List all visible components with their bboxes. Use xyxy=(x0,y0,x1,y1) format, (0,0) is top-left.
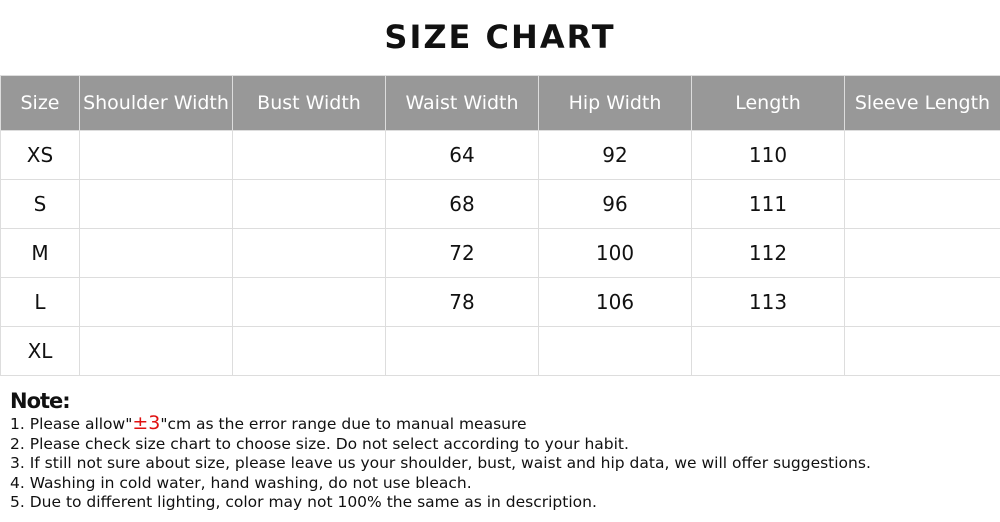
note-item: 4. Washing in cold water, hand washing, … xyxy=(10,473,472,492)
table-cell xyxy=(844,179,1000,229)
table-cell: XS xyxy=(0,130,80,180)
table-row: M 72 100 112 xyxy=(0,228,1000,278)
column-header: Sleeve Length xyxy=(844,75,1000,131)
table-cell: M xyxy=(0,228,80,278)
table-cell: 112 xyxy=(691,228,845,278)
column-header: Shoulder Width xyxy=(79,75,233,131)
note-item: 2. Please check size chart to choose siz… xyxy=(10,434,629,453)
table-cell xyxy=(538,326,692,376)
table-cell: S xyxy=(0,179,80,229)
table-cell: 106 xyxy=(538,277,692,327)
table-cell: 68 xyxy=(385,179,539,229)
table-cell: 92 xyxy=(538,130,692,180)
table-cell xyxy=(844,130,1000,180)
table-cell: 96 xyxy=(538,179,692,229)
table-row: L 78 106 113 xyxy=(0,277,1000,327)
table-cell xyxy=(844,326,1000,376)
column-header: Size xyxy=(0,75,80,131)
table-cell xyxy=(691,326,845,376)
table-cell xyxy=(79,228,233,278)
table-cell: 100 xyxy=(538,228,692,278)
table-cell xyxy=(79,277,233,327)
table-cell: 78 xyxy=(385,277,539,327)
table-cell xyxy=(79,326,233,376)
table-cell: 113 xyxy=(691,277,845,327)
page-title: SIZE CHART xyxy=(384,18,616,56)
table-cell xyxy=(232,130,386,180)
table-cell xyxy=(232,228,386,278)
size-chart-table: Size Shoulder Width Bust Width Waist Width H… xyxy=(0,75,1000,376)
table-cell xyxy=(79,179,233,229)
note-item: 1. Please allow"±3"cm as the error range… xyxy=(10,412,871,435)
note-text: "cm as the error range due to manual mea… xyxy=(160,415,527,433)
column-header: Length xyxy=(691,75,845,131)
table-cell xyxy=(232,277,386,327)
table-row: XL xyxy=(0,326,1000,376)
header-row: Size Shoulder Width Bust Width Waist Width H… xyxy=(0,75,1000,131)
table-cell xyxy=(232,326,386,376)
tolerance-value: ±3 xyxy=(132,412,161,434)
notes-title: Note: xyxy=(10,389,71,413)
table-cell: XL xyxy=(0,326,80,376)
note-item: 3. If still not sure about size, please … xyxy=(10,454,871,472)
table-cell: 72 xyxy=(385,228,539,278)
column-header: Hip Width xyxy=(538,75,692,131)
table-cell: 110 xyxy=(691,130,845,180)
table-row: S 68 96 111 xyxy=(0,179,1000,229)
note-text: 1. Please allow" xyxy=(10,415,133,433)
column-header: Waist Width xyxy=(385,75,539,131)
table-cell: L xyxy=(0,277,80,327)
table-cell xyxy=(79,130,233,180)
table-cell xyxy=(844,228,1000,278)
table-cell xyxy=(844,277,1000,327)
table-cell xyxy=(232,179,386,229)
table-cell xyxy=(385,326,539,376)
table-cell: 111 xyxy=(691,179,845,229)
table-cell: 64 xyxy=(385,130,539,180)
table-row: XS 64 92 110 xyxy=(0,130,1000,180)
notes: Note: 1. Please allow"±3"cm as the error… xyxy=(10,388,871,513)
note-item: 5. Due to different lighting, color may … xyxy=(10,493,597,511)
column-header: Bust Width xyxy=(232,75,386,131)
